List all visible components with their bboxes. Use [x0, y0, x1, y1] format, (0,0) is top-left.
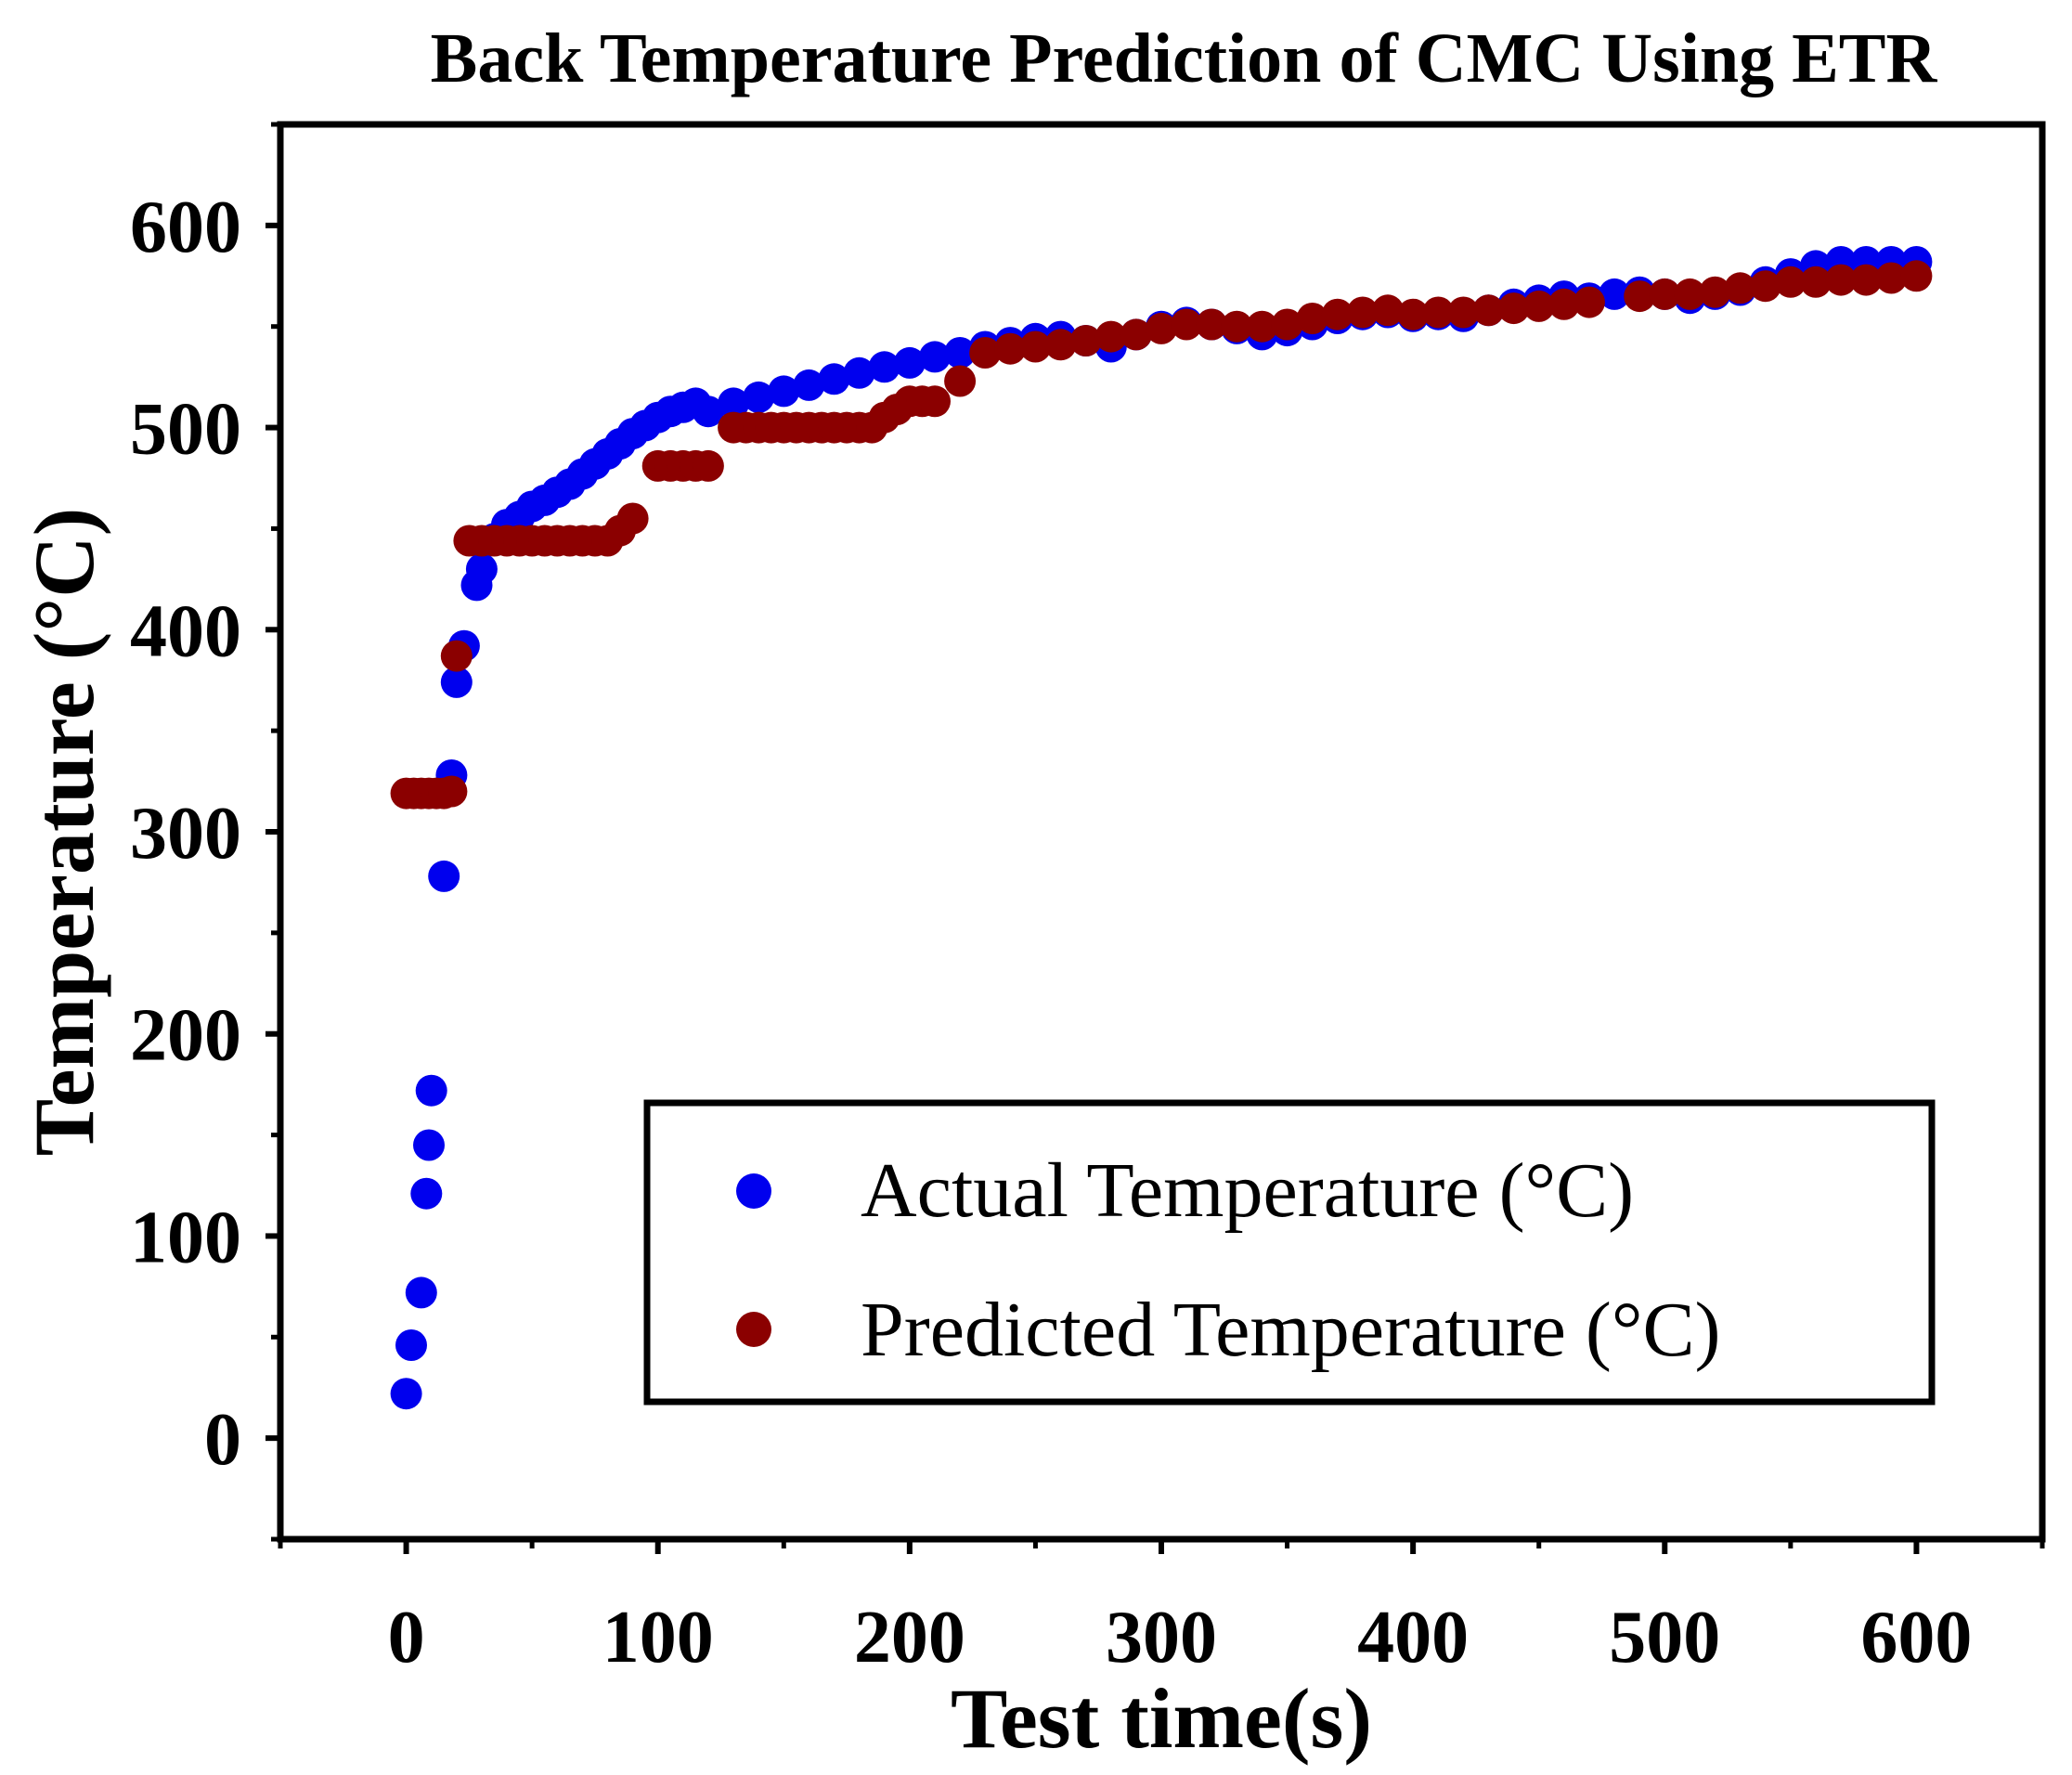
actual-point — [390, 1378, 422, 1410]
predicted-point — [1271, 308, 1303, 341]
x-tick-label: 300 — [1106, 1597, 1217, 1678]
actual-point — [919, 341, 951, 373]
predicted-point — [1548, 288, 1580, 320]
predicted-point — [944, 365, 977, 397]
actual-point — [428, 860, 460, 892]
predicted-point — [1800, 266, 1832, 298]
predicted-point — [994, 332, 1027, 365]
predicted-point — [435, 775, 468, 808]
actual-point — [405, 1276, 437, 1309]
predicted-point — [1422, 296, 1455, 329]
actual-point — [415, 1074, 447, 1107]
predicted-point — [1522, 290, 1555, 322]
predicted-point — [1724, 272, 1756, 304]
actual-point — [818, 363, 850, 395]
predicted-point — [1875, 262, 1908, 294]
series-predicted — [390, 260, 1933, 810]
actual-point — [868, 351, 900, 383]
predicted-point — [1069, 325, 1102, 356]
y-tick-label: 200 — [130, 995, 241, 1077]
predicted-point — [1120, 318, 1152, 351]
legend-label-predicted: Predicted Temperature (°C) — [861, 1287, 1720, 1373]
x-tick-label: 400 — [1357, 1597, 1469, 1678]
predicted-point — [919, 385, 951, 418]
actual-point — [440, 666, 473, 698]
predicted-point — [1850, 264, 1883, 296]
predicted-point — [1221, 310, 1253, 343]
actual-point — [944, 337, 977, 369]
predicted-point — [1372, 294, 1404, 327]
predicted-point — [1044, 329, 1077, 361]
actual-point — [793, 369, 825, 401]
x-axis-ticks: 0 100 200 300 400 500 600 — [278, 1539, 2045, 1678]
predicted-point — [969, 337, 1002, 369]
predicted-point — [1624, 280, 1656, 313]
predicted-point — [1573, 286, 1605, 318]
x-tick-label: 200 — [854, 1597, 965, 1678]
series-layer — [390, 246, 1933, 1410]
actual-point — [768, 375, 800, 408]
predicted-point — [616, 502, 649, 535]
actual-point — [410, 1177, 443, 1210]
actual-point — [843, 356, 875, 389]
actual-point — [1599, 278, 1631, 310]
predicted-point — [1900, 260, 1933, 292]
predicted-point — [1472, 294, 1505, 327]
y-tick-label: 600 — [130, 187, 241, 268]
legend: Actual Temperature (°C) Predicted Temper… — [643, 1099, 1936, 1406]
chart-title: Back Temperature Prediction of CMC Using… — [431, 19, 1938, 97]
predicted-point — [1774, 266, 1807, 298]
x-axis-label: Test time(s) — [951, 1671, 1372, 1766]
y-tick-label: 400 — [130, 590, 241, 672]
x-tick-label: 600 — [1860, 1597, 1972, 1678]
predicted-point — [1171, 308, 1203, 341]
y-axis-label: Temperature (°C) — [17, 508, 111, 1157]
actual-point — [893, 346, 926, 379]
predicted-point — [1019, 330, 1052, 363]
actual-point — [718, 387, 750, 420]
predicted-point — [692, 449, 724, 482]
y-tick-label: 0 — [204, 1399, 241, 1481]
predicted-point — [1094, 320, 1127, 353]
predicted-point — [1346, 296, 1379, 329]
actual-point — [743, 381, 775, 413]
actual-point — [395, 1329, 427, 1361]
actual-point — [692, 395, 724, 428]
predicted-point — [1296, 303, 1328, 334]
x-tick-label: 100 — [602, 1597, 714, 1678]
y-tick-label: 100 — [130, 1197, 241, 1278]
x-tick-label: 500 — [1609, 1597, 1720, 1678]
predicted-point — [1825, 264, 1858, 296]
y-axis-ticks: 0 100 200 300 400 500 600 — [130, 122, 280, 1542]
predicted-point — [440, 640, 473, 672]
predicted-point — [1246, 310, 1278, 343]
predicted-point — [1447, 296, 1480, 329]
legend-marker-predicted — [736, 1312, 771, 1347]
predicted-point — [1146, 312, 1177, 344]
y-tick-label: 300 — [130, 793, 241, 875]
x-tick-label: 0 — [388, 1597, 425, 1678]
predicted-point — [1497, 292, 1530, 325]
predicted-point — [1749, 270, 1781, 303]
predicted-point — [1196, 308, 1228, 341]
predicted-point — [1649, 278, 1681, 310]
legend-label-actual: Actual Temperature (°C) — [861, 1147, 1634, 1234]
legend-marker-actual — [736, 1173, 771, 1209]
actual-point — [413, 1129, 445, 1161]
actual-point — [465, 553, 498, 585]
y-tick-label: 500 — [130, 389, 241, 471]
predicted-point — [1674, 278, 1706, 310]
predicted-point — [1699, 276, 1731, 308]
predicted-point — [1397, 298, 1430, 330]
predicted-point — [1321, 298, 1353, 330]
legend-box — [643, 1099, 1936, 1406]
